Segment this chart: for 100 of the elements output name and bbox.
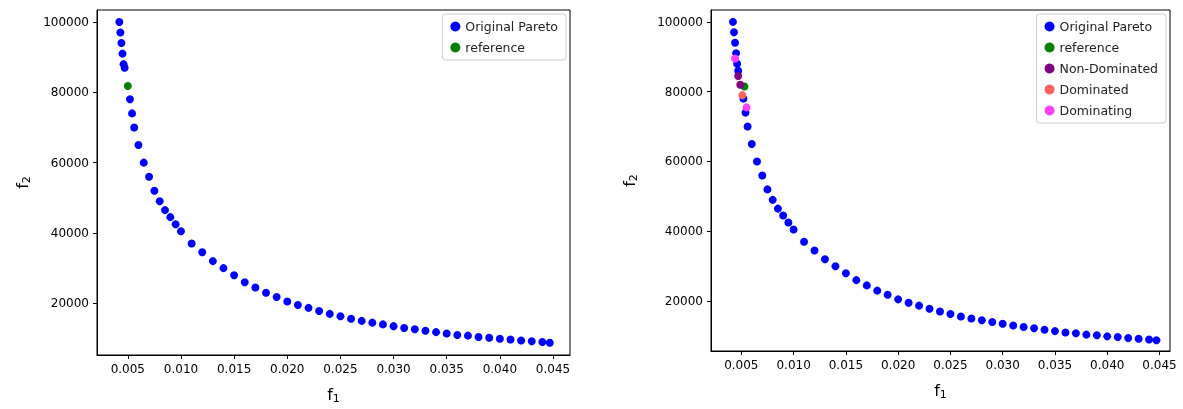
y-tick-label: 40000 — [50, 225, 89, 240]
x-tick-label: 0.030 — [376, 362, 411, 376]
point — [734, 71, 743, 80]
point — [453, 330, 462, 339]
point — [240, 278, 249, 287]
legend-label: reference — [465, 40, 526, 55]
point — [538, 337, 547, 346]
point — [198, 248, 207, 257]
point — [161, 206, 170, 215]
point — [378, 320, 387, 329]
point — [176, 227, 185, 236]
x-tick-label: 0.020 — [270, 362, 305, 376]
point — [728, 17, 737, 26]
point — [442, 329, 451, 338]
legend-label: Dominated — [1059, 82, 1129, 97]
legend-label: Dominating — [1059, 103, 1133, 118]
point — [272, 292, 281, 301]
point — [967, 314, 976, 323]
point — [134, 141, 143, 150]
y-tick-label: 60000 — [664, 154, 703, 169]
x-tick-label: 0.010 — [163, 362, 199, 376]
point — [1145, 335, 1154, 344]
point — [389, 322, 398, 331]
point — [820, 255, 829, 264]
point — [304, 303, 313, 312]
y-tick-label: 80000 — [50, 85, 89, 100]
point — [747, 140, 756, 149]
point — [1124, 334, 1133, 343]
y-axis-title: f2 — [620, 174, 640, 187]
point — [123, 81, 132, 90]
point — [956, 312, 965, 321]
point — [1134, 334, 1143, 343]
point — [883, 290, 892, 299]
x-tick-label: 0.045 — [535, 362, 571, 376]
point — [506, 335, 515, 344]
point — [117, 39, 126, 48]
point — [800, 237, 809, 246]
y-tick-label: 20000 — [50, 296, 89, 311]
point — [128, 109, 137, 118]
point — [763, 185, 772, 194]
point — [1051, 327, 1059, 336]
point — [1103, 332, 1112, 341]
point — [730, 28, 738, 37]
point — [463, 331, 472, 340]
point — [125, 95, 134, 104]
point — [357, 316, 366, 325]
x-tick-label: 0.015 — [216, 362, 252, 376]
point — [779, 211, 788, 220]
point — [421, 326, 430, 335]
point — [925, 304, 934, 313]
point — [904, 298, 913, 307]
point — [155, 197, 164, 206]
point — [852, 276, 861, 285]
point — [1019, 322, 1028, 331]
point — [841, 269, 850, 278]
point — [894, 295, 903, 304]
point — [743, 122, 752, 131]
point — [208, 257, 217, 266]
point — [753, 157, 761, 166]
legend-label: Original Pareto — [1059, 19, 1153, 34]
point — [1071, 329, 1080, 338]
point — [731, 38, 740, 47]
point — [368, 318, 377, 327]
point — [768, 195, 777, 204]
point — [485, 333, 494, 342]
y-tick-label: 40000 — [664, 224, 703, 239]
point — [293, 301, 302, 310]
point — [517, 336, 526, 345]
point — [810, 246, 819, 255]
x-tick-label: 0.005 — [724, 358, 759, 372]
x-tick-label: 0.025 — [933, 358, 968, 372]
legend-label: reference — [1059, 40, 1120, 55]
point — [977, 316, 986, 325]
point — [187, 239, 196, 248]
point — [116, 28, 125, 37]
point — [527, 337, 536, 346]
point — [784, 218, 793, 227]
x-tick-label: 0.035 — [1037, 358, 1073, 372]
point — [495, 334, 504, 343]
y-tick-label: 100000 — [43, 14, 89, 29]
point — [998, 319, 1007, 328]
point — [251, 283, 260, 292]
point — [988, 318, 997, 327]
point — [262, 288, 270, 297]
point — [145, 172, 154, 181]
x-tick-label: 0.015 — [828, 358, 864, 372]
point — [1040, 325, 1049, 334]
legend-label: Original Pareto — [465, 19, 559, 34]
point — [742, 103, 751, 112]
point — [1092, 331, 1101, 340]
point — [150, 186, 159, 195]
point — [230, 271, 239, 280]
point — [283, 297, 292, 306]
point — [219, 264, 228, 273]
point — [325, 309, 334, 318]
point — [946, 310, 955, 318]
point — [731, 54, 740, 63]
point — [166, 213, 175, 222]
point — [171, 220, 180, 229]
point — [336, 312, 345, 321]
